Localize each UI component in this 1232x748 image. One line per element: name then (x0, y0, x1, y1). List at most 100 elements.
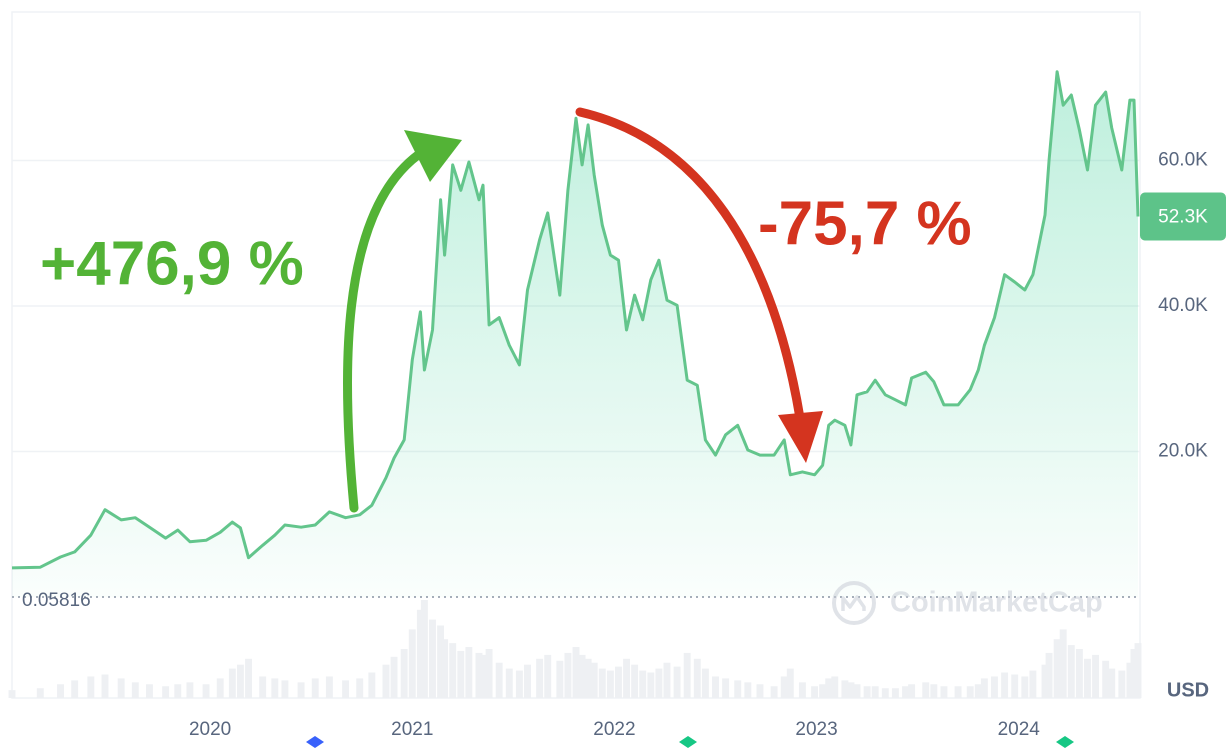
volume-bar (228, 668, 236, 698)
volume-bar (259, 676, 267, 698)
volume-bar (693, 658, 701, 698)
volume-bar (881, 688, 889, 698)
volume-bar (325, 676, 333, 698)
volume-bar (798, 682, 806, 698)
baseline-label: 0.05816 (22, 590, 91, 611)
volume-bar (712, 676, 719, 698)
current-price-label: 52.3K (1158, 207, 1208, 228)
volume-bar (174, 684, 182, 698)
volume-bar (734, 680, 742, 698)
volume-bar (683, 652, 691, 698)
volume-bar (615, 666, 622, 698)
volume-bar (524, 664, 531, 698)
fall-arrowhead (778, 411, 823, 463)
volume-bar (457, 650, 465, 698)
volume-bar (1021, 676, 1029, 698)
volume-bar (465, 647, 473, 698)
volume-bar (186, 682, 194, 698)
volume-bar (382, 664, 390, 698)
volume-bar (416, 609, 424, 698)
volume-bar (245, 658, 252, 698)
volume-bar (647, 672, 655, 698)
fall-annotation: -75,7 % (758, 189, 972, 258)
volume-bar (891, 688, 899, 698)
y-tick-label: 60.0K (1158, 150, 1208, 171)
volume-bar (297, 682, 305, 698)
volume-bar (449, 643, 457, 698)
volume-bar (871, 686, 879, 698)
volume-bar (598, 668, 606, 698)
volume-bar (1041, 664, 1049, 698)
volume-bar (786, 668, 794, 698)
volume-bar (368, 672, 376, 698)
volume-bar (980, 678, 988, 698)
volume-bar (825, 678, 833, 698)
volume-bar (87, 676, 95, 698)
volume-bar (356, 678, 364, 698)
volume-bar (342, 680, 350, 698)
price-line (11, 70, 1140, 570)
rise-arrowhead (404, 130, 462, 182)
watermark-logo-mark (841, 595, 866, 611)
volume-bar (536, 658, 544, 698)
volume-bar (475, 652, 483, 698)
x-tick-label: 2021 (391, 719, 433, 740)
volume-bar (572, 647, 580, 698)
volume-bar (1118, 670, 1126, 698)
volume-bar (780, 676, 788, 698)
volume-bar (1029, 670, 1037, 698)
volume-bar (841, 680, 849, 698)
rise-arrow (342, 150, 423, 513)
volume-bar (236, 664, 244, 698)
volume-bar (1001, 672, 1009, 698)
volume-bar (1084, 658, 1091, 698)
volume-bar (663, 662, 671, 698)
volume-bar (117, 678, 125, 698)
volume-bar (564, 652, 572, 698)
x-tick-label: 2023 (795, 719, 837, 740)
volume-bar (863, 686, 871, 698)
volume-bar (400, 649, 408, 698)
volume-bar (811, 686, 819, 698)
volume-bar (819, 684, 827, 698)
volume-bar (441, 639, 449, 698)
volume-bar (930, 684, 938, 698)
volume-bar (1067, 645, 1075, 698)
volume-bar (954, 686, 962, 698)
volume-bar (908, 684, 916, 698)
volume-bar (606, 670, 614, 698)
volume-bar (216, 678, 224, 698)
y-tick-label: 40.0K (1158, 295, 1208, 316)
volume-bar (495, 662, 503, 698)
fall-arrow (575, 107, 805, 423)
volume-bar (271, 678, 279, 698)
volume-bar (623, 658, 631, 698)
x-tick-label: 2020 (189, 719, 231, 740)
volume-bar (1059, 629, 1067, 698)
data-layer (11, 70, 1140, 597)
event-marker (306, 736, 324, 748)
watermark-logo (832, 581, 876, 625)
volume-bar (590, 662, 598, 698)
volume-bar (902, 686, 909, 698)
volume-bar (744, 682, 752, 698)
x-tick-label: 2024 (998, 719, 1041, 740)
volume-bar (202, 684, 210, 698)
volume-bar (57, 684, 64, 698)
volume-bar (940, 686, 948, 698)
volume-bar (556, 660, 564, 698)
price-area (12, 71, 1138, 597)
volume-bar (974, 684, 982, 698)
volume-bar (311, 678, 319, 698)
volume-bar (631, 664, 639, 698)
volume-bar (991, 676, 998, 698)
volume-bar (429, 619, 436, 698)
volume-bar (756, 684, 764, 698)
volume-bar (71, 680, 79, 698)
volume-bar (847, 682, 855, 698)
volume-bar (390, 656, 398, 698)
current-price-badge (1140, 192, 1226, 241)
watermark-text: CoinMarketCap (890, 587, 1103, 619)
